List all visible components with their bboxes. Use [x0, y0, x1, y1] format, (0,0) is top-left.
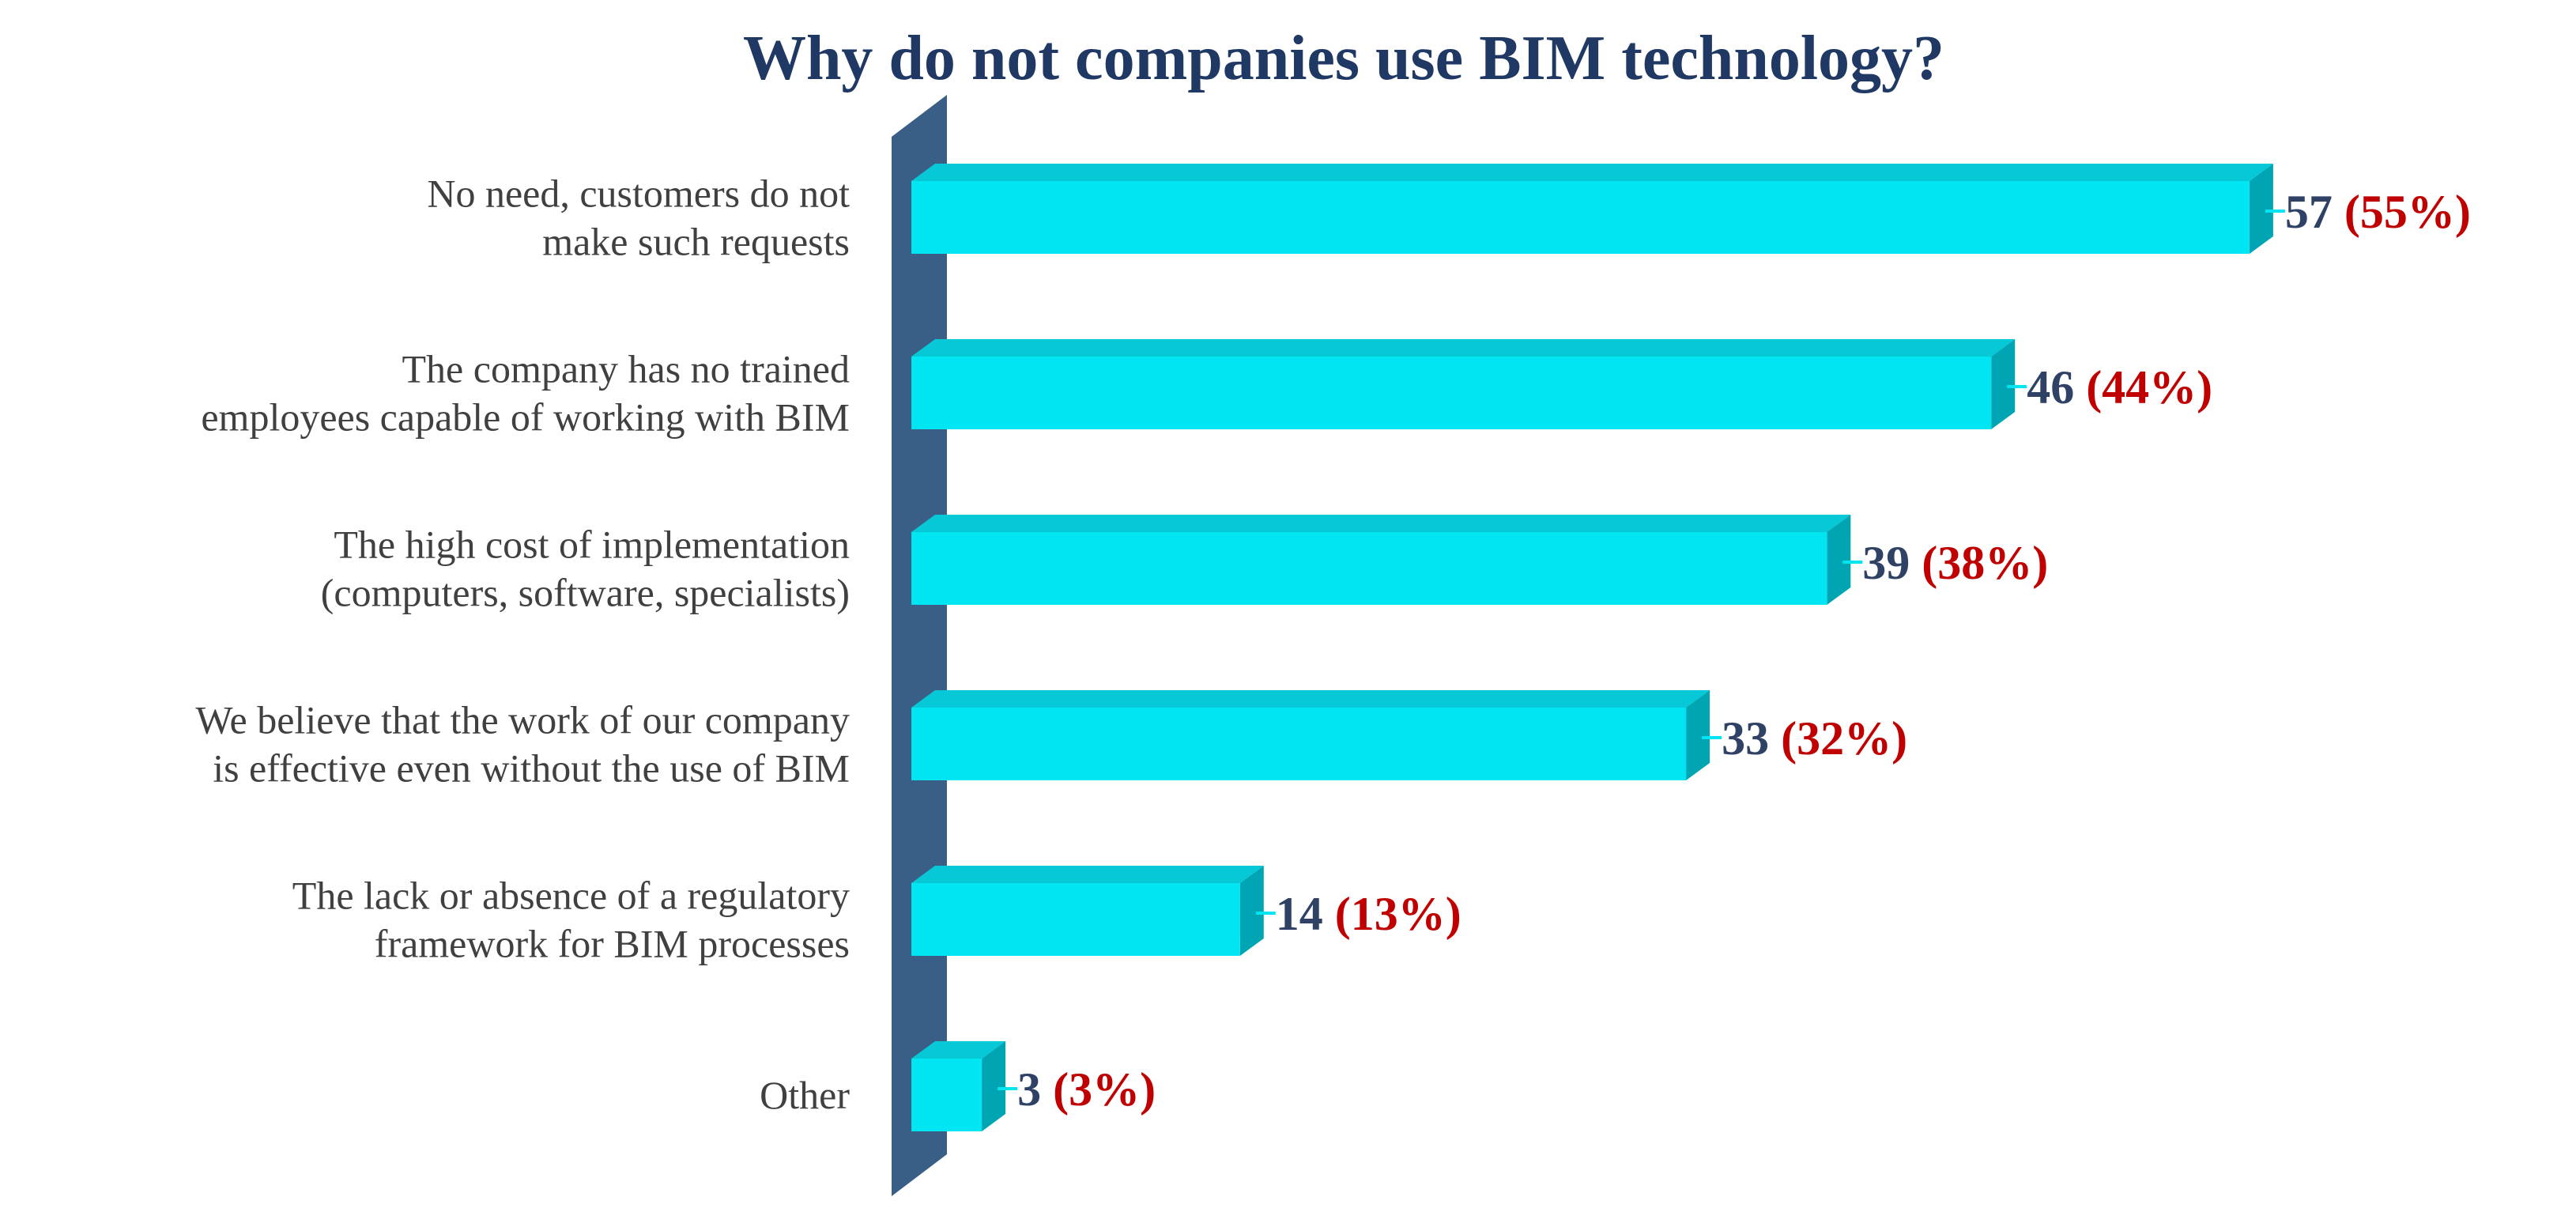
- bar: [911, 883, 1240, 956]
- value-label: 57 (55%): [2285, 186, 2471, 238]
- category-label: Other: [760, 1073, 850, 1117]
- category-label: No need, customers do not make such reque…: [427, 172, 850, 264]
- bar-side-face: [1239, 866, 1264, 956]
- bar-top-face: [911, 339, 2016, 357]
- value-label: 3 (3%): [1017, 1063, 1156, 1116]
- bar-side-face: [1827, 515, 1851, 605]
- value-label: 33 (32%): [1722, 712, 1907, 765]
- category-axis-wall: [892, 95, 947, 1196]
- category-label: The lack or absence of a regulatory frame…: [292, 874, 850, 966]
- bar: [911, 708, 1687, 780]
- chart-title: Why do not companies use BIM technology?: [743, 24, 1944, 93]
- bar: [911, 532, 1827, 605]
- bar-side-face: [982, 1041, 1006, 1131]
- bar: [911, 181, 2250, 254]
- category-label: The company has no trained employees capa…: [201, 347, 850, 440]
- bar-top-face: [911, 1041, 1006, 1059]
- bar-side-face: [1686, 690, 1710, 780]
- bar-top-face: [911, 515, 1851, 532]
- bars-layer: No need, customers do not make such reque…: [195, 164, 2471, 1131]
- bar: [911, 1059, 983, 1131]
- value-label: 14 (13%): [1276, 888, 1461, 940]
- bar-top-face: [911, 690, 1710, 708]
- bar-top-face: [911, 866, 1264, 883]
- category-label: We believe that the work of our company i…: [195, 698, 850, 791]
- category-label: The high cost of implementation (computer…: [321, 523, 850, 615]
- value-label: 46 (44%): [2027, 361, 2212, 413]
- value-label: 39 (38%): [1862, 537, 2048, 589]
- bar: [911, 357, 1992, 429]
- bar-side-face: [1991, 339, 2016, 429]
- bar-top-face: [911, 164, 2273, 181]
- bar-side-face: [2249, 164, 2273, 254]
